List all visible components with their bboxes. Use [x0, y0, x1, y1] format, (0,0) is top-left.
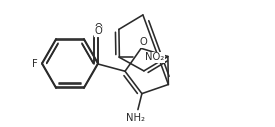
Text: NH₂: NH₂ [126, 113, 145, 123]
Text: O: O [94, 23, 102, 33]
Text: O: O [94, 26, 102, 36]
Text: F: F [31, 58, 37, 68]
Text: F: F [32, 59, 38, 69]
Text: O: O [139, 37, 147, 47]
Text: NO₂: NO₂ [145, 52, 165, 62]
